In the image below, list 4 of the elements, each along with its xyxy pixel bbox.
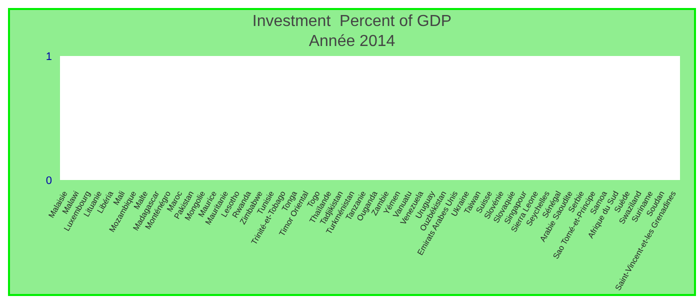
chart-subtitle: Année 2014 — [308, 32, 396, 52]
y-tick-label: 0 — [46, 174, 52, 187]
y-tick-label: 1 — [46, 50, 52, 63]
chart-title: Investment Percent of GDP — [251, 12, 453, 32]
